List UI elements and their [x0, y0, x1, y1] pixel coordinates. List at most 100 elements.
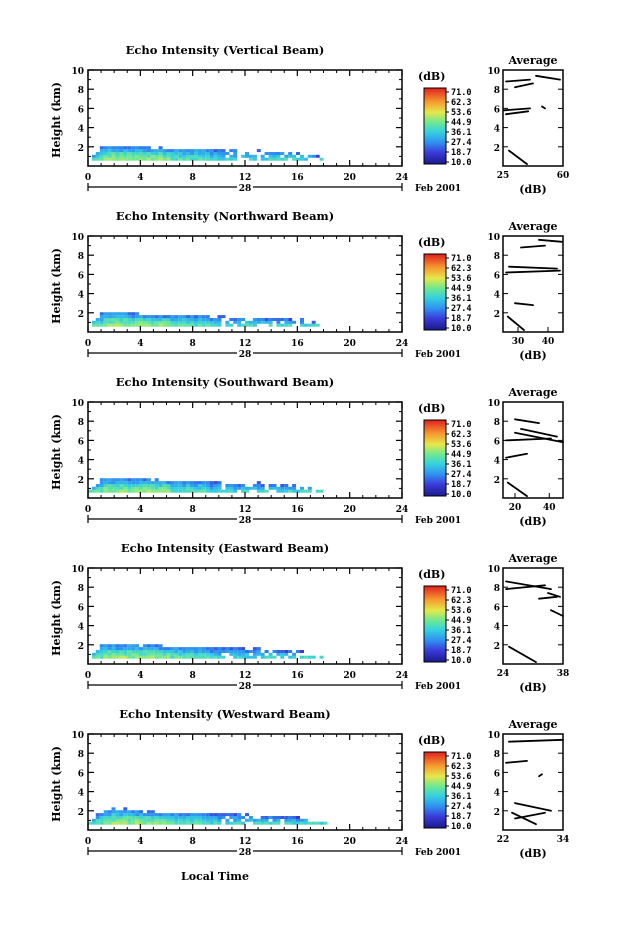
echo-cell — [111, 312, 116, 316]
echo-cell — [127, 813, 132, 817]
echo-cell — [127, 816, 132, 819]
y-tick-label: 6 — [78, 603, 84, 613]
x-tick-label: 20 — [343, 173, 356, 183]
echo-cell — [103, 312, 108, 316]
echo-cell — [158, 652, 163, 656]
echo-cell — [103, 644, 108, 648]
average-y-tick-label: 6 — [494, 603, 500, 613]
echo-cell — [131, 484, 136, 487]
echo-cell — [142, 484, 147, 487]
echo-cell — [225, 323, 230, 327]
echo-cell — [197, 323, 202, 327]
echo-cell — [170, 816, 175, 819]
echo-cell — [119, 650, 124, 653]
echo-cell — [170, 320, 175, 324]
echo-cell — [95, 157, 100, 161]
echo-cell — [268, 154, 273, 158]
echo-cell — [123, 484, 128, 487]
echo-cell — [174, 650, 179, 653]
echo-cell — [272, 655, 277, 659]
average-x-tick-label: 60 — [557, 171, 570, 181]
echo-cell — [229, 816, 234, 819]
echo-cell — [170, 813, 175, 817]
echo-cell — [170, 481, 175, 485]
echo-cell — [119, 821, 124, 825]
echo-cell — [264, 655, 269, 659]
echo-cell — [213, 650, 218, 653]
y-tick-label: 10 — [71, 565, 84, 575]
echo-cell — [91, 323, 96, 327]
echo-cell — [174, 816, 179, 819]
echo-cell — [115, 813, 120, 817]
echo-cell — [186, 154, 191, 158]
echo-cell — [123, 810, 128, 814]
echo-cell — [300, 821, 304, 825]
echo-cell — [292, 818, 297, 822]
echo-cell — [162, 821, 167, 825]
echo-cell — [213, 149, 218, 153]
echo-cell — [127, 484, 132, 487]
echo-cell — [260, 486, 265, 490]
average-y-tick-label: 4 — [494, 125, 500, 135]
echo-cell — [245, 652, 249, 656]
echo-cell — [142, 323, 147, 327]
echo-cell — [131, 810, 136, 814]
x-tick-label: 16 — [291, 837, 304, 847]
y-tick-label: 4 — [78, 457, 84, 467]
echo-cell — [217, 821, 222, 825]
echo-cell — [154, 486, 159, 490]
echo-cell — [127, 157, 132, 161]
x-tick-label: 8 — [190, 505, 196, 515]
echo-cell — [91, 652, 96, 656]
echo-cell — [107, 816, 112, 819]
echo-cell — [237, 320, 242, 324]
day-label: 28 — [239, 516, 252, 526]
echo-cell — [209, 655, 214, 659]
echo-cell — [146, 481, 151, 485]
echo-cell — [95, 655, 100, 659]
echo-cell — [115, 810, 120, 814]
echo-cell — [158, 650, 163, 653]
echo-cell — [197, 484, 202, 487]
echo-cell — [178, 818, 183, 822]
echo-cell — [170, 650, 175, 653]
echo-cell — [103, 486, 108, 490]
panel-title: Echo Intensity (Southward Beam) — [116, 375, 334, 389]
echo-cell — [139, 818, 143, 822]
echo-cell — [123, 149, 128, 153]
echo-cell — [213, 152, 218, 155]
echo-cell — [115, 486, 120, 490]
echo-cell — [142, 652, 147, 656]
colorbar-tick-label: 71.0 — [451, 586, 471, 596]
echo-cell — [162, 813, 167, 817]
echo-cell — [170, 152, 175, 155]
colorbar-tick-label: 18.7 — [451, 646, 471, 656]
echo-cell — [190, 157, 194, 161]
echo-cell — [95, 323, 100, 327]
echo-cell — [300, 154, 304, 158]
y-tick-label: 6 — [78, 769, 84, 779]
echo-cell — [139, 813, 143, 817]
echo-cell — [209, 489, 214, 493]
echo-cell — [139, 315, 143, 319]
average-profile-segment — [505, 452, 528, 459]
echo-cell — [139, 810, 143, 814]
echo-cell — [241, 318, 246, 321]
average-x-label: (dB) — [519, 183, 546, 196]
echo-cell — [256, 650, 261, 653]
echo-cell — [264, 650, 269, 653]
average-y-tick-label: 8 — [494, 750, 500, 760]
echo-cell — [182, 821, 187, 825]
echo-cell — [154, 821, 159, 825]
echo-cell — [150, 152, 155, 155]
echo-cell — [256, 481, 261, 485]
echo-cell — [268, 652, 273, 656]
echo-cell — [111, 650, 116, 653]
echo-cell — [174, 323, 179, 327]
echo-cell — [107, 810, 112, 814]
average-frame — [502, 235, 564, 333]
echo-cell — [209, 650, 214, 653]
echo-cell — [99, 152, 104, 155]
echo-cell — [103, 650, 108, 653]
